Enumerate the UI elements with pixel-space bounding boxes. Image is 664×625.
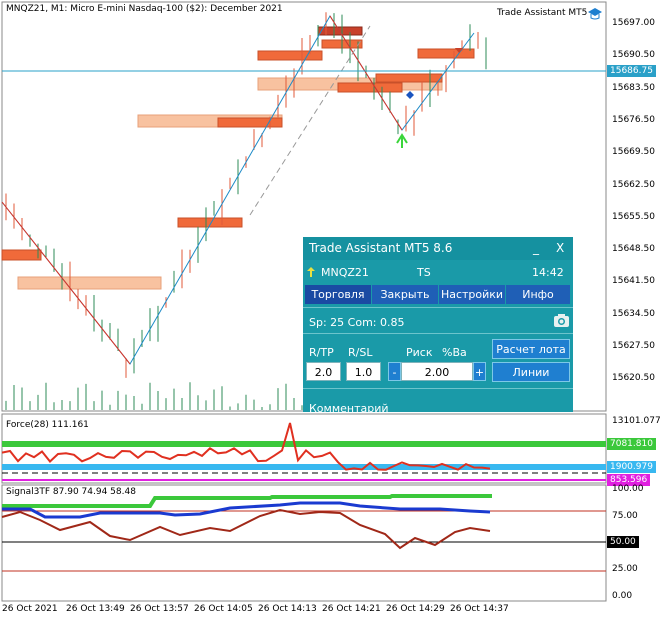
indicator-label: Trade Assistant MT5	[497, 8, 588, 18]
signal-line-green	[2, 494, 492, 508]
force-green-tag: 7081.810	[607, 438, 656, 450]
time-axis-label: 26 Oct 14:37	[450, 604, 509, 614]
current-price-tag: 15686.75	[607, 65, 656, 77]
force-title: Force(28) 111.161	[6, 420, 89, 430]
zigzag-red-2	[329, 15, 403, 131]
trade-assistant-panel[interactable]: Trade Assistant MT5 8.6 _ X MNQZ21 TS 14…	[303, 237, 573, 412]
risk-plus-button[interactable]: +	[473, 362, 486, 381]
panel-divider	[303, 307, 573, 308]
sl-input[interactable]: 1.0	[346, 362, 381, 381]
time-axis-label: 26 Oct 13:49	[66, 604, 125, 614]
price-axis-label: 15669.50	[612, 147, 655, 158]
price-axis-label: 15641.50	[612, 276, 655, 287]
force-axis-top: 13101.077	[612, 416, 661, 426]
signal-line-red	[1, 508, 491, 550]
time-axis-label: 26 Oct 13:57	[130, 604, 189, 614]
zone-dark	[177, 217, 243, 228]
zone-light	[17, 276, 162, 290]
zigzag-red	[1, 201, 131, 365]
zone-dark	[1, 249, 42, 261]
risk-label: Риск	[406, 346, 433, 359]
panel-divider	[303, 333, 573, 334]
zone-dark	[257, 50, 323, 61]
signal-axis-label: 0.00	[612, 590, 633, 601]
sl-label: R/SL	[348, 346, 373, 359]
camera-icon[interactable]	[553, 313, 570, 328]
tp-input[interactable]: 2.0	[306, 362, 341, 381]
signal-title: Signal3TF 87.90 74.94 58.48	[6, 487, 136, 497]
spread-label: Sp: 25 Com: 0.85	[309, 316, 405, 329]
zone-dark	[217, 117, 283, 128]
force-frame	[1, 413, 607, 484]
price-axis-label: 15690.50	[612, 50, 655, 61]
tab-info[interactable]: Инфо	[506, 285, 570, 304]
panel-header[interactable]: Trade Assistant MT5 8.6 _ X	[303, 237, 573, 260]
signal-frame	[1, 484, 607, 602]
tab-settings[interactable]: Настройки	[439, 285, 505, 304]
lot-calc-button[interactable]: Расчет лота	[492, 339, 570, 359]
zone-dark	[337, 82, 403, 93]
signal-axis-label: 75.00	[612, 510, 638, 521]
force-line	[1, 422, 491, 471]
minimize-button[interactable]: _	[533, 241, 539, 255]
force-magenta-tag: 853.596	[607, 474, 651, 486]
price-axis-label: 15676.50	[612, 114, 655, 125]
price-axis-label: 15697.00	[612, 18, 655, 28]
comment-label: Комментарий	[309, 402, 389, 412]
price-axis-label: 15627.50	[612, 341, 655, 351]
panel-title: Trade Assistant MT5 8.6	[309, 241, 453, 255]
price-axis-label: 15662.50	[612, 179, 655, 190]
diamond-icon	[406, 91, 414, 99]
close-button[interactable]: X	[556, 241, 565, 255]
force-blue-tag: 1900.979	[607, 461, 656, 473]
zone-dark	[417, 48, 475, 59]
price-axis-label: 15655.50	[612, 211, 655, 222]
time-label: 14:42	[532, 266, 564, 279]
sell-marker-icon	[455, 48, 463, 53]
price-axis-label: 15634.50	[612, 308, 655, 319]
signal-line-blue	[2, 501, 491, 519]
tab-trade[interactable]: Торговля	[305, 285, 371, 304]
signal-level-tag: 50.00	[607, 536, 639, 548]
buy-arrow-icon	[396, 133, 408, 148]
tp-label: R/TP	[309, 346, 334, 359]
panel-divider	[303, 388, 573, 389]
lines-button[interactable]: Линии	[492, 362, 570, 382]
time-axis-label: 26 Oct 14:29	[386, 604, 445, 614]
percent-balance-label: %Ba	[442, 346, 467, 359]
signal-axis-label: 100.00	[612, 484, 644, 494]
risk-minus-button[interactable]: -	[388, 362, 401, 381]
graduation-cap-icon	[588, 8, 602, 20]
time-axis-label: 26 Oct 2021	[2, 604, 58, 614]
symbol-up-icon	[307, 267, 315, 277]
dashed-channel	[249, 25, 371, 216]
zones	[1, 26, 475, 290]
price-axis-label: 15683.50	[612, 82, 655, 93]
chart-title: MNQZ21, M1: Micro E-mini Nasdaq-100 ($2)…	[6, 4, 283, 14]
time-axis-label: 26 Oct 14:21	[322, 604, 381, 614]
time-axis-label: 26 Oct 14:05	[194, 604, 253, 614]
time-axis-label: 26 Oct 14:13	[258, 604, 317, 614]
price-axis-label: 15620.50	[612, 373, 655, 384]
symbol-label: MNQZ21	[321, 266, 369, 279]
ts-label: TS	[417, 266, 431, 279]
zone-dark	[375, 73, 443, 83]
price-axis-label: 15648.50	[612, 244, 655, 255]
signal-axis-label: 25.00	[612, 564, 638, 575]
risk-input[interactable]: 2.00	[401, 362, 473, 381]
tab-close[interactable]: Закрыть	[372, 285, 438, 304]
